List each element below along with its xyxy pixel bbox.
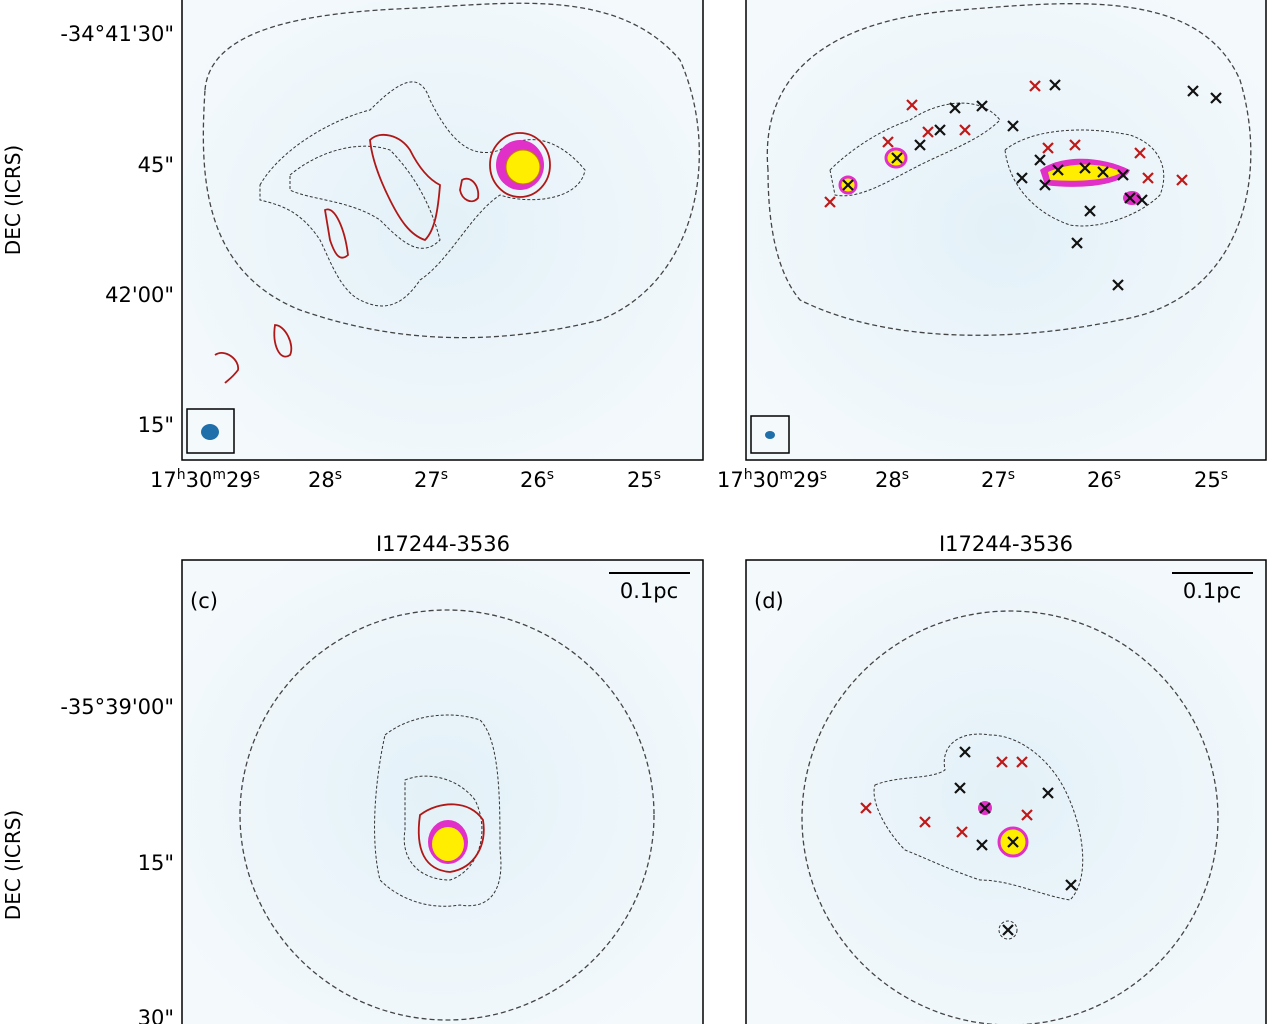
core-marker-black (1016, 172, 1028, 184)
core-marker-red (1042, 142, 1054, 154)
core-marker-black (1007, 836, 1019, 848)
svg-text:25s: 25s (1194, 467, 1228, 492)
core-marker-red (1176, 174, 1188, 186)
core-marker-black (842, 179, 854, 191)
ra-ticks-a: 17h30m29s 28s 27s 26s 25s (150, 467, 661, 492)
core-marker-red (906, 99, 918, 111)
core-marker-black (1034, 154, 1046, 166)
panel-c: I17244-3536 (c) 0.1pc -35°39'00" 15" 30" (60, 532, 704, 1024)
core-marker-black (934, 124, 946, 136)
dec-tick: 30" (138, 1006, 174, 1024)
core-marker-red (1021, 809, 1033, 821)
core-marker-black (954, 782, 966, 794)
core-marker-black (1210, 92, 1222, 104)
core-marker-black (1079, 162, 1091, 174)
svg-text:27s: 27s (981, 467, 1015, 492)
svg-text:28s: 28s (875, 467, 909, 492)
svg-text:26s: 26s (520, 467, 554, 492)
core-marker-red (860, 802, 872, 814)
panel-a: -34°41'30" 45" 42'00" 15" (60, 0, 704, 461)
svg-text:27s: 27s (414, 467, 448, 492)
core-marker-black (1002, 924, 1014, 936)
core-marker-black (1124, 192, 1136, 204)
scale-bar-label: 0.1pc (620, 579, 678, 603)
panel-label: (d) (754, 589, 784, 613)
dec-tick: 42'00" (105, 283, 174, 307)
core-marker-black (1052, 164, 1064, 176)
core-marker-black (1042, 787, 1054, 799)
core-marker-black (1187, 85, 1199, 97)
core-marker-red (1016, 756, 1028, 768)
core-marker-black (949, 102, 961, 114)
core-marker-red (956, 826, 968, 838)
core-marker-black (1097, 166, 1109, 178)
core-marker-red (959, 124, 971, 136)
dec-tick: -34°41'30" (60, 22, 174, 46)
svg-text:17h30m29s: 17h30m29s (717, 467, 827, 492)
core-marker-red (824, 196, 836, 208)
core-marker-black (914, 139, 926, 151)
core-marker-black (1084, 205, 1096, 217)
core-marker-black (976, 839, 988, 851)
core-marker-black (891, 152, 903, 164)
core-marker-red (996, 756, 1008, 768)
core-marker-black (1039, 179, 1051, 191)
core-marker-black (1136, 194, 1148, 206)
core-marker-black (979, 802, 991, 814)
core-marker-red (1142, 172, 1154, 184)
panel-title: I17244-3536 (376, 532, 510, 556)
svg-text:17h30m29s: 17h30m29s (150, 467, 260, 492)
panel-title: I17244-3536 (939, 532, 1073, 556)
svg-text:28s: 28s (308, 467, 342, 492)
core-marker-red (922, 126, 934, 138)
core-marker-black (1071, 237, 1083, 249)
dec-tick: -35°39'00" (60, 695, 174, 719)
core-marker-red (882, 136, 894, 148)
y-axis-label-bottom: DEC (ICRS) (1, 810, 25, 920)
ra-ticks-b: 17h30m29s 28s 27s 26s 25s (717, 467, 1228, 492)
core-marker-black (1049, 79, 1061, 91)
core-marker-red (1134, 147, 1146, 159)
core-marker-black (1007, 120, 1019, 132)
core-marker-red (1069, 139, 1081, 151)
dec-tick: 15" (138, 851, 174, 875)
svg-text:26s: 26s (1087, 467, 1121, 492)
core-marker-black (959, 746, 971, 758)
dec-tick: 45" (138, 153, 174, 177)
core-marker-black (1065, 879, 1077, 891)
panel-b (745, 0, 1267, 461)
svg-text:25s: 25s (627, 467, 661, 492)
panel-d: I17244-3536 (d) 0.1pc (745, 532, 1267, 1024)
core-marker-red (919, 816, 931, 828)
dec-tick: 15" (138, 413, 174, 437)
core-marker-black (1117, 169, 1129, 181)
core-marker-black (976, 100, 988, 112)
scale-bar-label: 0.1pc (1183, 579, 1241, 603)
panel-label: (c) (190, 589, 218, 613)
core-marker-red (1029, 80, 1041, 92)
y-axis-label-top: DEC (ICRS) (1, 145, 25, 255)
core-marker-black (1112, 279, 1124, 291)
